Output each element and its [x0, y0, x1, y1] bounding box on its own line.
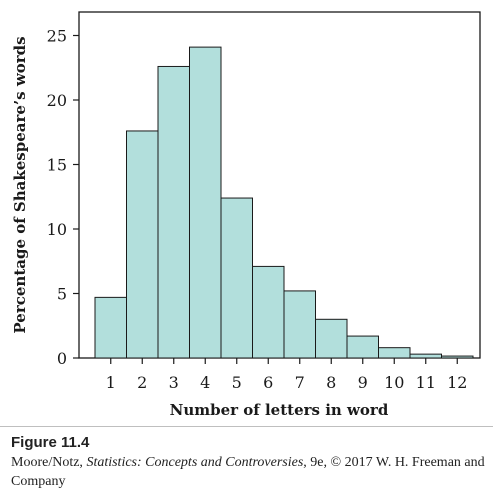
x-tick-label: 6: [263, 373, 273, 392]
bar-6: [252, 265, 285, 359]
bar-8: [315, 318, 348, 359]
y-tick-label: 5: [57, 285, 67, 304]
x-tick-label: 4: [200, 373, 210, 392]
x-axis-title: Number of letters in word: [170, 401, 389, 419]
caption-divider: [0, 426, 493, 427]
bar-12: [441, 355, 474, 359]
x-tick-label: 3: [169, 373, 179, 392]
bar-10: [378, 347, 411, 359]
bar-1: [94, 296, 127, 359]
credit-book-title: Statistics: Concepts and Controversies: [86, 455, 304, 470]
bars-group: [94, 46, 474, 359]
x-tick-label: 12: [447, 373, 467, 392]
y-tick-label: 10: [47, 220, 67, 239]
x-tick-label: 10: [384, 373, 404, 392]
y-axis-title: Percentage of Shakespeare’s words: [11, 36, 29, 333]
figure-credit: Moore/Notz, Statistics: Concepts and Con…: [11, 453, 486, 491]
x-tick-label: 11: [416, 373, 436, 392]
x-tick-label: 2: [137, 373, 147, 392]
credit-authors: Moore/Notz,: [11, 455, 87, 470]
bar-9: [346, 335, 379, 359]
y-tick-label: 25: [47, 27, 67, 46]
figure-caption: Figure 11.4 Moore/Notz, Statistics: Conc…: [11, 433, 486, 491]
y-tick-label: 0: [57, 349, 67, 368]
x-tick-label: 5: [232, 373, 242, 392]
x-tick-label: 7: [295, 373, 305, 392]
y-axis: 0 5 10 15 20 25: [47, 27, 79, 368]
bar-4: [189, 46, 222, 359]
y-tick-label: 15: [47, 156, 67, 175]
x-tick-label: 8: [326, 373, 336, 392]
bar-7: [283, 290, 316, 359]
x-tick-label: 9: [358, 373, 368, 392]
bar-3: [157, 65, 190, 359]
credit-rest: , 9e, © 2017 W. H. Freeman and Company: [11, 455, 485, 489]
x-axis: 1 2 3 4 5 6 7 8 9 10 11 12: [106, 358, 467, 392]
bar-5: [220, 197, 253, 359]
y-tick-label: 20: [47, 91, 67, 110]
bar-2: [126, 130, 159, 359]
figure-label: Figure 11.4: [11, 434, 90, 451]
x-tick-label: 1: [106, 373, 116, 392]
bar-11: [409, 353, 442, 359]
